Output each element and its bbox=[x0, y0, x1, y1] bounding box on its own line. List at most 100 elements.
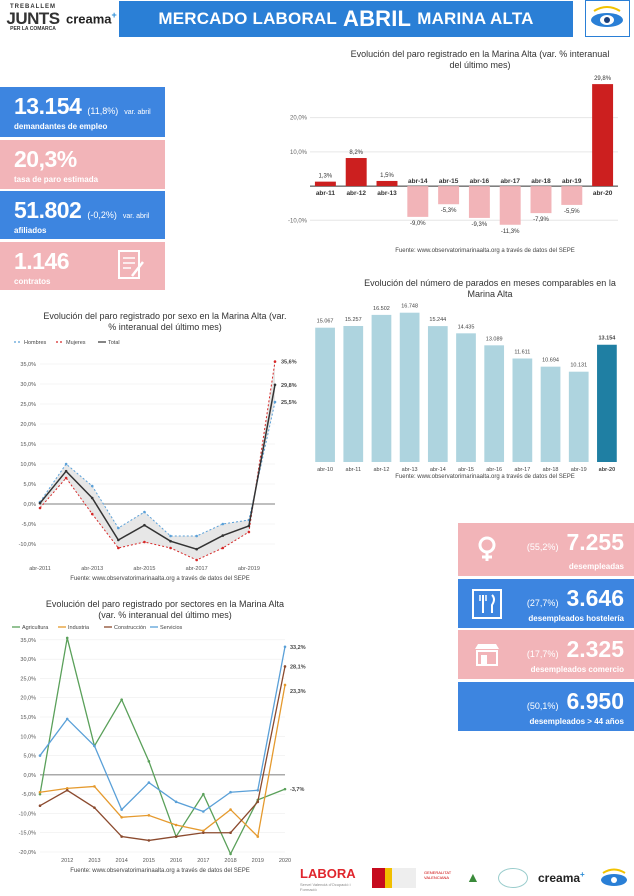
chart4-point bbox=[65, 636, 69, 640]
chart2-bar bbox=[597, 344, 617, 462]
card-hosteleria: (27,7%) 3.646 desempleados hostelería bbox=[458, 579, 634, 628]
chart2-bar bbox=[568, 371, 589, 462]
card-value: 2.325 bbox=[566, 636, 624, 662]
creama-plus: + bbox=[111, 10, 117, 20]
kpi-period: var. abril bbox=[124, 109, 151, 116]
chart4-ytick: 35,0% bbox=[20, 638, 36, 644]
chart3-title: Evolución del paro registrado por sexo e… bbox=[43, 311, 287, 332]
chart3-point bbox=[143, 523, 146, 527]
chart1-xtick: abr-19 bbox=[562, 178, 582, 185]
chart3-point bbox=[117, 538, 120, 542]
page-title-banner: MERCADO LABORAL ABRIL MARINA ALTA bbox=[119, 1, 573, 37]
chart4-point bbox=[147, 814, 151, 817]
chart4-series-line bbox=[39, 637, 286, 856]
chart2-data-label: 15.244 bbox=[429, 317, 446, 323]
chart4-point bbox=[120, 808, 123, 811]
chart1-bar bbox=[468, 186, 490, 218]
chart4-series-line bbox=[39, 666, 286, 842]
contract-document-icon bbox=[118, 250, 144, 279]
chart4-point bbox=[65, 788, 69, 792]
chart4-ytick: 25,0% bbox=[20, 676, 36, 682]
chart2-data-label: 13.089 bbox=[486, 336, 503, 342]
chart1-data-label: -5,5% bbox=[564, 209, 580, 215]
chart4-legend-label: Industria bbox=[68, 625, 90, 631]
observatori-logo-icon bbox=[498, 868, 528, 888]
chart3-point bbox=[64, 476, 68, 480]
chart1-data-label: -11,3% bbox=[501, 229, 520, 235]
chart4-legend-label: Servicios bbox=[160, 625, 183, 631]
chart4-xtick: 2015 bbox=[143, 858, 155, 864]
card-value: 6.950 bbox=[566, 688, 624, 714]
chart2-xtick: abr-17 bbox=[514, 467, 530, 473]
chart4-point bbox=[283, 665, 287, 668]
kpi-demandantes: 13.154 (11,8%) var. abril demandantes de e… bbox=[0, 87, 165, 137]
chart4-point bbox=[120, 815, 123, 819]
chart3-point bbox=[64, 462, 68, 466]
chart2-data-label: 14.435 bbox=[458, 324, 475, 330]
chart3-ytick: 0,0% bbox=[23, 502, 36, 508]
chart3-point bbox=[195, 558, 198, 562]
chart4-legend-label: Agricultura bbox=[22, 625, 49, 631]
chart3-point bbox=[38, 501, 42, 505]
chart1-xtick: abr-12 bbox=[346, 190, 366, 197]
chart4-point bbox=[229, 831, 232, 835]
chart3-point bbox=[247, 530, 251, 534]
card-comercio: (17,7%) 2.325 desempleados comercio bbox=[458, 630, 634, 679]
chart4-ytick: 10,0% bbox=[20, 734, 36, 740]
gva-logo: GENERALITAT VALENCIANA bbox=[424, 870, 452, 880]
chart1-source: Fuente: www.observatorimarinaalta.org a … bbox=[395, 248, 575, 254]
chart4-point bbox=[256, 788, 260, 792]
kpi-value: 20,3% bbox=[14, 146, 77, 172]
card-pct: (27,7%) bbox=[526, 598, 559, 608]
chart1-bar bbox=[314, 181, 336, 187]
chart1-data-label: -7,9% bbox=[533, 217, 549, 223]
card-pct: (17,7%) bbox=[526, 649, 559, 659]
chart2-bar bbox=[540, 366, 561, 462]
kpi-value: 1.146 bbox=[14, 248, 70, 274]
chart4-ytick: -20,0% bbox=[19, 850, 37, 856]
chart3-end-label: 35,6% bbox=[281, 360, 297, 366]
chart4-ytick: 20,0% bbox=[20, 696, 36, 702]
chart2-data-label: 16.748 bbox=[401, 304, 418, 310]
chart1-data-label: -9,0% bbox=[410, 221, 426, 227]
chart4-ytick: -5,0% bbox=[22, 792, 36, 798]
chart4-ytick: 5,0% bbox=[23, 754, 36, 760]
chart3-ytick: 20,0% bbox=[20, 422, 36, 428]
chart4-series-line bbox=[39, 684, 286, 838]
kpi-period: var. abril bbox=[122, 213, 150, 220]
chart3-ytick: 30,0% bbox=[20, 382, 36, 388]
chart4-point bbox=[93, 785, 96, 788]
kpi-label: tasa de paro estimada bbox=[14, 175, 99, 184]
chart3-point bbox=[117, 526, 120, 530]
creama-footer-plus: + bbox=[580, 870, 585, 879]
chart3-sexo-line: 35,0% 30,0% 25,0% 20,0% 15,0% 10,0% 5,0% 0,0% -5… bbox=[14, 340, 297, 572]
eye-logo-icon bbox=[585, 0, 630, 37]
chart3-legend-label: Mujeres bbox=[66, 340, 86, 346]
card-desempleadas: (55,2%) 7.255 desempleadas bbox=[458, 523, 634, 576]
chart1-bar bbox=[438, 186, 460, 205]
card-value: 3.646 bbox=[566, 585, 624, 611]
chart4-end-label: 33,2% bbox=[290, 645, 306, 651]
chart3-ytick: -5,0% bbox=[22, 522, 36, 528]
chart4-point bbox=[283, 683, 287, 687]
chart2-bar bbox=[371, 314, 392, 462]
chart1-ytick: 10,0% bbox=[290, 150, 308, 156]
logo-line-3: PER LA COMARCA bbox=[10, 26, 56, 32]
chart2-xtick: abr-12 bbox=[374, 467, 390, 473]
chart3-point bbox=[221, 534, 225, 537]
chart2-xtick: abr-18 bbox=[543, 467, 559, 473]
chart3-point bbox=[221, 546, 225, 550]
chart4-point bbox=[65, 717, 69, 721]
creama-logo: creama+ bbox=[66, 10, 117, 26]
chart2-data-label: 11.611 bbox=[514, 349, 530, 355]
chart3-point bbox=[90, 496, 94, 500]
chart3-ytick: 35,0% bbox=[20, 362, 36, 368]
chart4-point bbox=[229, 790, 232, 794]
kpi-label: demandantes de empleo bbox=[14, 122, 108, 131]
kpi-label: contratos bbox=[14, 277, 51, 286]
shop-icon bbox=[475, 644, 499, 666]
chart3-point bbox=[38, 506, 42, 510]
chart4-point bbox=[202, 831, 205, 835]
chart1-title: Evolución del paro registrado en la Mari… bbox=[350, 49, 610, 70]
chart2-xtick: abr-13 bbox=[402, 467, 418, 473]
